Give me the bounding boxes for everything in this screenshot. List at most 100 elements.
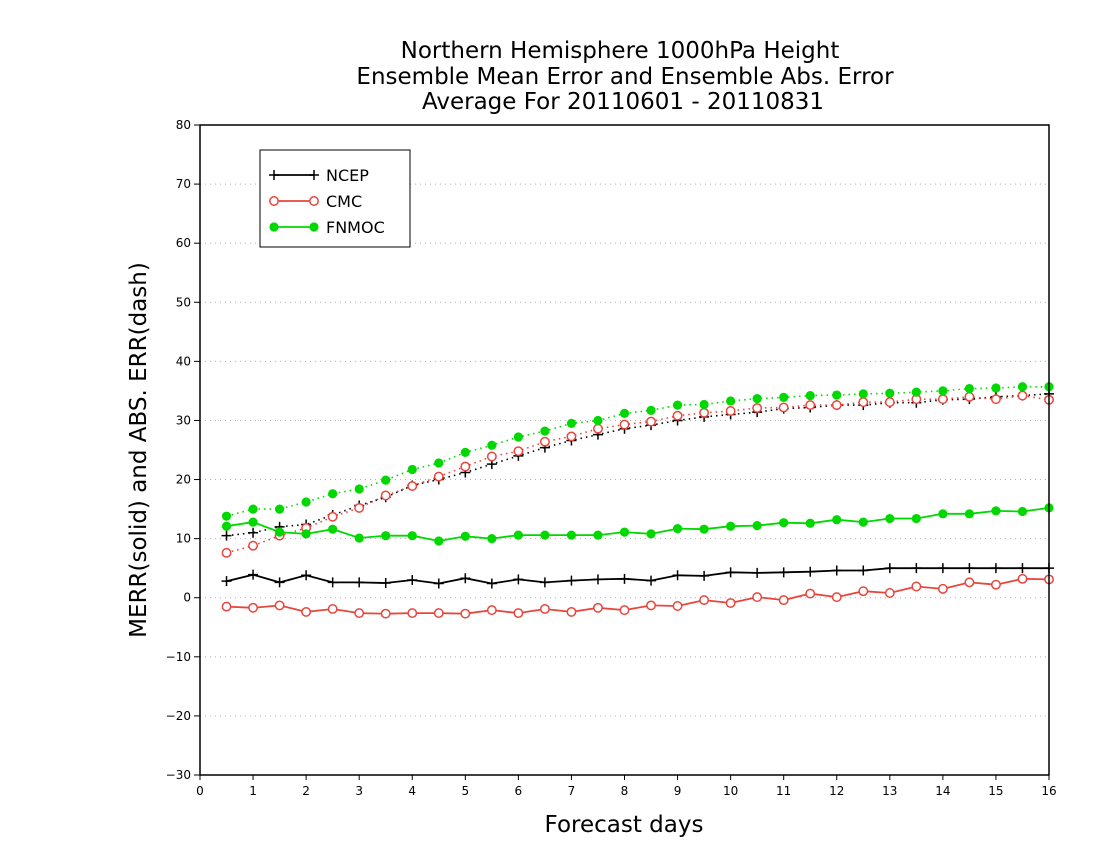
series-cmc-abs-err-point	[407, 481, 418, 491]
legend-marker	[269, 196, 279, 206]
series-cmc-abs-err-point	[460, 461, 471, 472]
series-cmc-merr-point	[566, 606, 577, 617]
y-tick-label: 70	[176, 177, 191, 191]
series-ncep-merr-line	[226, 567, 1049, 585]
x-tick-label: 8	[621, 784, 629, 798]
grid	[200, 183, 1049, 717]
series-fnmoc-merr-point	[832, 515, 842, 525]
series-cmc-merr-point	[301, 606, 312, 617]
series-ncep-merr-point	[301, 570, 312, 581]
y-axis-label: MERR(solid) and ABS. ERR(dash)	[126, 262, 152, 638]
series-ncep-merr-point	[990, 563, 1001, 574]
series-fnmoc-merr-point	[593, 530, 603, 540]
series-ncep-merr-point	[805, 566, 816, 577]
series-cmc-abs-err-point	[539, 436, 550, 447]
series-fnmoc-abs-err-point	[726, 396, 736, 406]
series-cmc-merr-point	[248, 602, 259, 613]
series-ncep-merr-point	[433, 578, 444, 589]
series-cmc-abs-err-point	[725, 406, 736, 416]
series-fnmoc-abs-err-point	[619, 408, 630, 418]
series-cmc-abs-err-point	[486, 451, 497, 462]
series-ncep-merr-point	[327, 577, 338, 588]
title-line-1: Northern Hemisphere 1000hPa Height	[401, 38, 840, 64]
series-fnmoc-abs-err-point	[274, 504, 285, 514]
series-cmc-abs-err-point	[248, 540, 259, 551]
series-fnmoc-abs-err	[221, 382, 1054, 521]
title-line-3: Average For 20110601 - 20110831	[422, 89, 824, 115]
y-tick-label: 40	[176, 354, 191, 368]
series-ncep-abs-err-point	[221, 530, 232, 541]
series-ncep-merr-point	[858, 565, 869, 576]
series-fnmoc-merr-point	[221, 521, 232, 531]
series-fnmoc-merr-point	[672, 523, 683, 534]
legend-item-cmc: CMC	[269, 192, 362, 211]
series-cmc-abs-err-point	[858, 397, 869, 408]
series-fnmoc-abs-err-point	[858, 389, 868, 399]
x-tick-label: 6	[515, 784, 523, 798]
series-cmc-abs-err-point	[937, 394, 948, 405]
series-fnmoc-merr-point	[328, 524, 338, 534]
x-tick-label: 15	[988, 784, 1003, 798]
legend-label: CMC	[326, 192, 362, 211]
y-tick-label: 10	[176, 532, 191, 546]
series-fnmoc-abs-err-point	[672, 400, 683, 410]
legend-label: NCEP	[326, 166, 369, 185]
series-cmc-abs-err-point	[778, 402, 789, 413]
series-ncep-merr-point	[486, 578, 497, 589]
series-fnmoc-abs-err-line	[226, 385, 1049, 517]
series-cmc-merr-point	[619, 605, 630, 616]
series-ncep-merr-point	[407, 575, 418, 585]
series-cmc-merr-point	[433, 608, 444, 619]
series-fnmoc-merr-point	[1017, 506, 1028, 517]
series-ncep-merr-point	[592, 574, 603, 585]
x-axis-label: Forecast days	[545, 812, 704, 838]
x-tick-label: 10	[723, 784, 738, 798]
series-fnmoc-abs-err-point	[752, 393, 762, 404]
series-cmc-abs-err-point	[752, 403, 763, 413]
series-cmc-abs-err-point	[990, 394, 1001, 405]
series-fnmoc-abs-err-point	[938, 386, 948, 396]
series-fnmoc-abs-err-point	[991, 383, 1001, 393]
series-ncep-merr	[221, 563, 1054, 589]
series-ncep-merr-point	[778, 567, 789, 578]
series-ncep-merr-point	[248, 569, 259, 580]
series-fnmoc-abs-err-point	[885, 388, 895, 398]
series-cmc-merr-point	[407, 608, 418, 619]
x-tick-label: 9	[674, 784, 682, 798]
series-cmc-merr-point	[831, 592, 842, 603]
series-cmc-abs-err-point	[672, 410, 683, 421]
y-tick-label: −30	[166, 768, 191, 782]
series-cmc-merr-point	[752, 592, 763, 603]
series-cmc-merr-point	[646, 600, 656, 611]
series-ncep-merr-point	[699, 570, 710, 581]
series-fnmoc-merr	[221, 503, 1054, 546]
series-fnmoc-merr-point	[991, 506, 1001, 516]
series-fnmoc-merr-point	[540, 530, 550, 540]
series-fnmoc-abs-err-point	[221, 511, 232, 521]
x-tick-label: 14	[935, 784, 950, 798]
series-fnmoc-merr-point	[248, 517, 258, 527]
series-fnmoc-merr-point	[885, 513, 895, 524]
x-tick-label: 1	[249, 784, 257, 798]
series-fnmoc-merr-point	[434, 536, 444, 546]
series-fnmoc-merr-point	[726, 521, 736, 531]
y-tick-label: 50	[176, 295, 191, 309]
y-tick-label: 80	[176, 118, 191, 132]
series-cmc-abs-err-point	[699, 407, 710, 418]
series-cmc-merr-point	[725, 598, 736, 608]
series-cmc-abs-err-point	[831, 400, 842, 411]
series-cmc-merr-point	[778, 595, 789, 606]
y-tick-label: −20	[166, 709, 191, 723]
y-tick-label: 0	[183, 591, 191, 605]
series-ncep-merr-point	[274, 577, 285, 588]
series-cmc-merr-point	[1017, 573, 1028, 584]
legend-marker	[269, 170, 279, 180]
y-tick-label: −10	[166, 650, 191, 664]
series-cmc-merr-point	[354, 608, 365, 619]
series-fnmoc-abs-err-point	[513, 432, 523, 442]
series-fnmoc-abs-err-point	[699, 399, 709, 410]
series-ncep-merr-point	[672, 570, 683, 581]
title-line-2: Ensemble Mean Error and Ensemble Abs. Er…	[356, 64, 894, 90]
series-ncep-abs-err	[221, 388, 1054, 541]
